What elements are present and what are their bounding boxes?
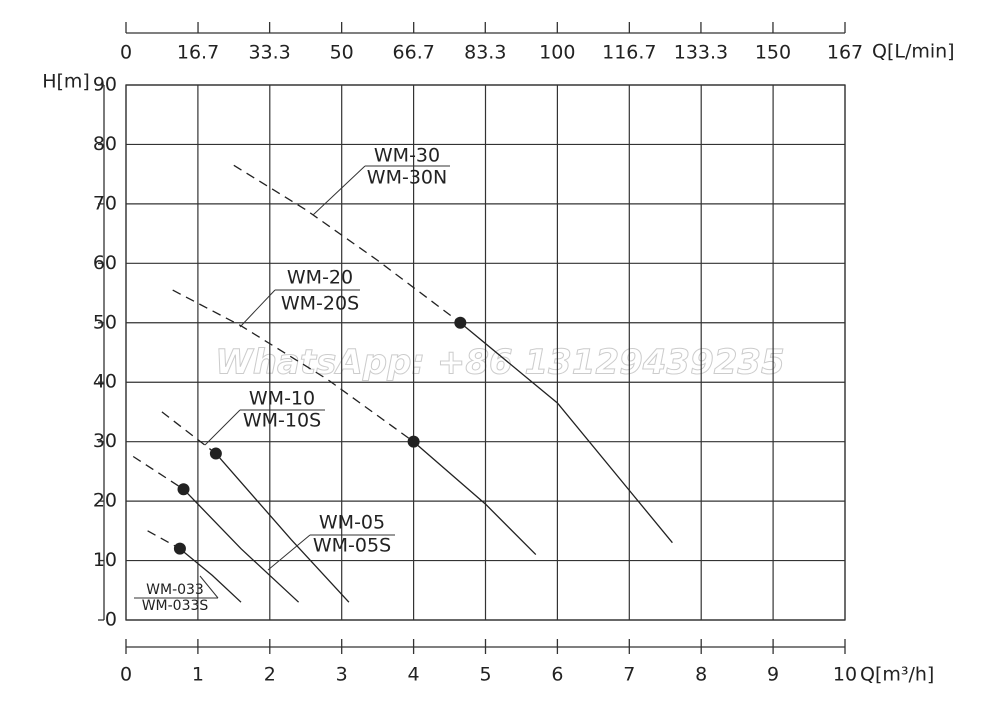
watermark: WhatsApp: +86 13129439235: [215, 343, 784, 383]
y-tick-label: 40: [93, 371, 117, 393]
x2-tick-label: 16.7: [177, 42, 219, 64]
duty-point: [454, 316, 467, 329]
duty-point: [177, 483, 190, 496]
duty-point: [407, 435, 420, 448]
curve-solid: [183, 488, 300, 603]
curve-solid: [215, 453, 350, 603]
x-tick-label: 3: [336, 664, 348, 686]
y-tick-label: 60: [93, 252, 117, 274]
x-tick-label: 7: [623, 664, 635, 686]
curve-dashed: [132, 455, 184, 490]
y-axis-label: H[m]: [42, 71, 90, 93]
x2-tick-label: 83.3: [464, 42, 506, 64]
duty-point: [173, 542, 186, 555]
curve-dashed: [147, 530, 181, 550]
y-tick-label: 30: [93, 430, 117, 452]
y-tick-label: 90: [93, 74, 117, 96]
leader-line: [239, 289, 276, 328]
y-tick-label: 0: [105, 609, 117, 631]
x2-tick-label: 66.7: [393, 42, 435, 64]
leader-line: [199, 575, 219, 599]
x2-axis-label: Q[L/min]: [872, 41, 955, 63]
x-tick-label: 2: [264, 664, 276, 686]
curve-label: WM-05S: [313, 535, 391, 557]
curve-solid: [459, 322, 673, 544]
x2-tick-label: 100: [539, 42, 575, 64]
x2-tick-label: 150: [755, 42, 791, 64]
leader-line: [204, 409, 241, 446]
y-tick-label: 80: [93, 133, 117, 155]
curve-dashed: [233, 164, 461, 324]
y-tick-label: 10: [93, 549, 117, 571]
x2-tick-label: 50: [330, 42, 354, 64]
leader-line: [312, 165, 366, 216]
curve-label: WM-05: [319, 512, 385, 534]
curve-solid: [413, 441, 537, 556]
x2-tick-label: 133.3: [674, 42, 728, 64]
x2-tick-label: 33.3: [248, 42, 290, 64]
curve-label: WM-033: [146, 582, 204, 598]
x2-tick-label: 0: [120, 42, 132, 64]
x-tick-label: 8: [695, 664, 707, 686]
curve-label: WM-033S: [142, 598, 209, 614]
duty-point: [209, 447, 222, 460]
curve-dashed: [161, 411, 217, 455]
curve-label: WM-10S: [243, 410, 321, 432]
x-tick-label: 4: [408, 664, 420, 686]
curve-label: WM-20: [287, 267, 353, 289]
leader-line: [267, 534, 311, 571]
x-tick-label: 0: [120, 664, 132, 686]
x-tick-label: 10: [833, 664, 857, 686]
x-axis-label: Q[m³/h]: [860, 664, 934, 686]
y-tick-label: 70: [93, 192, 117, 214]
x-tick-label: 5: [479, 664, 491, 686]
curve-label: WM-30N: [367, 167, 447, 189]
x-tick-label: 6: [551, 664, 563, 686]
x2-tick-label: 167: [827, 42, 863, 64]
curve-solid: [179, 548, 242, 603]
x2-tick-label: 116.7: [602, 42, 656, 64]
curve-label: WM-10: [249, 388, 315, 410]
x-tick-label: 1: [192, 664, 204, 686]
curve-label: WM-30: [374, 145, 440, 167]
y-tick-label: 50: [93, 311, 117, 333]
y-tick-label: 20: [93, 490, 117, 512]
curve-dashed: [172, 289, 414, 443]
x-tick-label: 9: [767, 664, 779, 686]
curve-label: WM-20S: [281, 293, 359, 315]
